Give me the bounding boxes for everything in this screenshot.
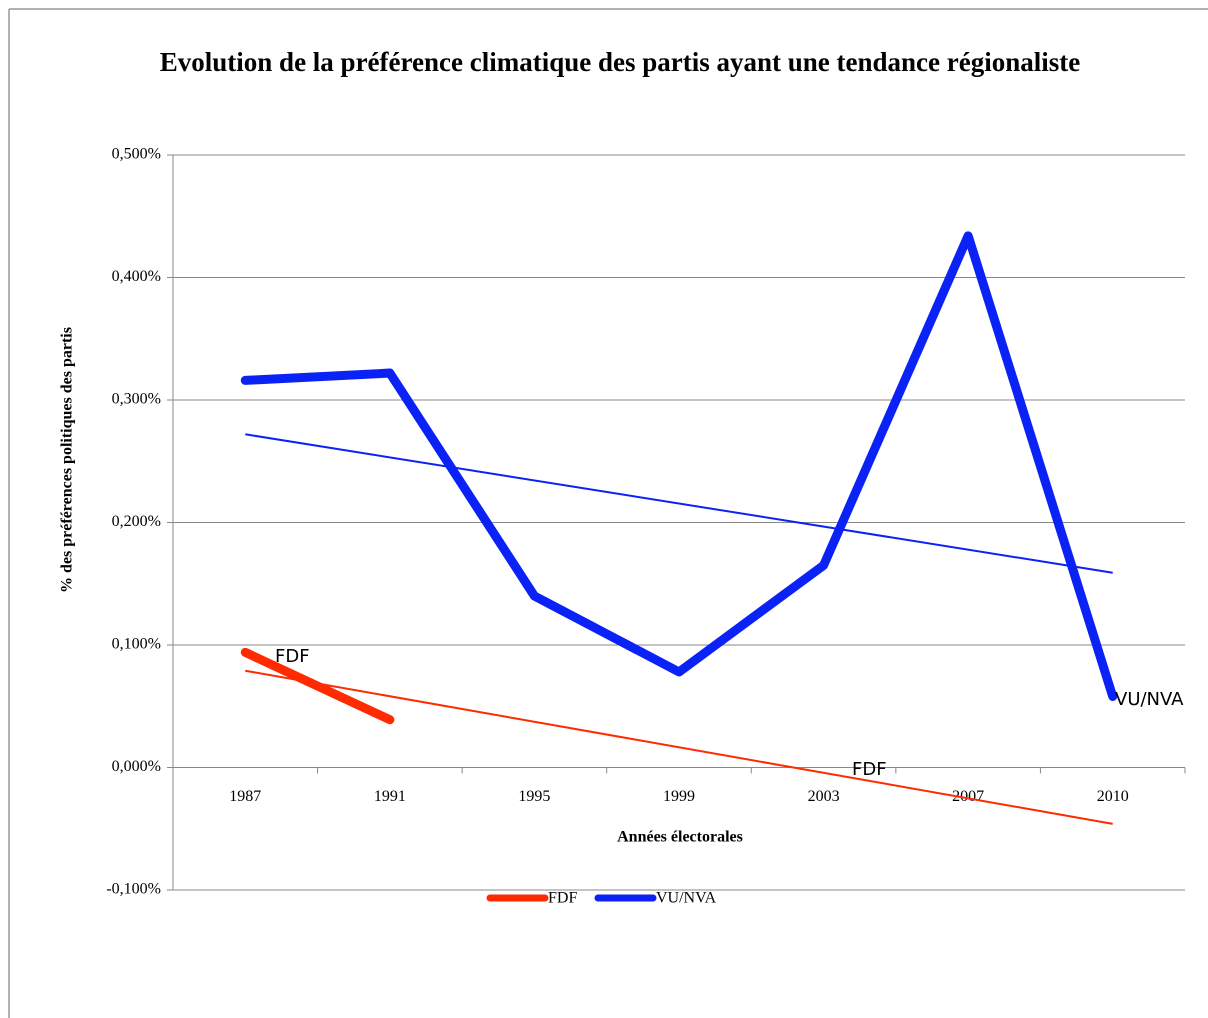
legend-label: FDF — [548, 890, 577, 907]
y-tick-label: 0,500% — [112, 146, 161, 163]
annotation: FDF — [852, 759, 887, 780]
y-tick-label: 0,000% — [112, 758, 161, 775]
x-tick-label: 2003 — [808, 788, 840, 805]
y-tick-label: 0,100% — [112, 636, 161, 653]
chart-title: Evolution de la préférence climatique de… — [159, 47, 1081, 77]
y-tick-label: -0,100% — [106, 881, 161, 898]
x-tick-label: 2010 — [1097, 788, 1129, 805]
x-tick-label: 1987 — [229, 788, 261, 805]
x-tick-label: 2007 — [952, 788, 984, 805]
annotation: VU/NVA — [1115, 689, 1184, 710]
series-line — [240, 231, 1118, 701]
trendline — [245, 669, 1113, 825]
trendline — [245, 433, 1113, 574]
annotation: FDF — [275, 646, 310, 667]
y-axis-title: % des préférences politiques des partis — [59, 327, 76, 593]
x-tick-label: 1999 — [663, 788, 695, 805]
x-tick-label: 1995 — [518, 788, 550, 805]
y-tick-label: 0,200% — [112, 513, 161, 530]
y-tick-label: 0,400% — [112, 268, 161, 285]
x-axis-title: Années électorales — [617, 829, 743, 846]
series-line — [240, 647, 395, 725]
y-tick-label: 0,300% — [112, 391, 161, 408]
legend-label: VU/NVA — [656, 890, 717, 907]
x-tick-label: 1991 — [374, 788, 406, 805]
